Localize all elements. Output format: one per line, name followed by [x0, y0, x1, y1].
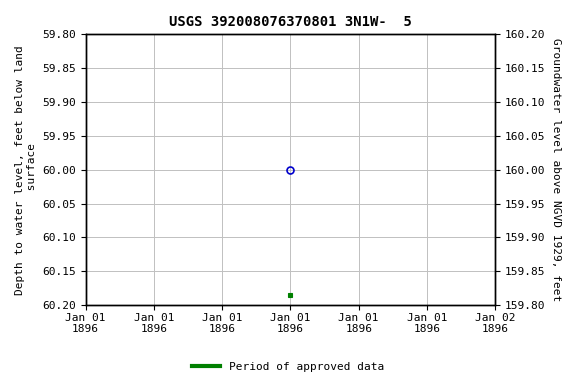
Y-axis label: Groundwater level above NGVD 1929, feet: Groundwater level above NGVD 1929, feet	[551, 38, 561, 301]
Legend: Period of approved data: Period of approved data	[188, 358, 388, 377]
Y-axis label: Depth to water level, feet below land
 surface: Depth to water level, feet below land su…	[15, 45, 37, 295]
Title: USGS 392008076370801 3N1W-  5: USGS 392008076370801 3N1W- 5	[169, 15, 412, 29]
